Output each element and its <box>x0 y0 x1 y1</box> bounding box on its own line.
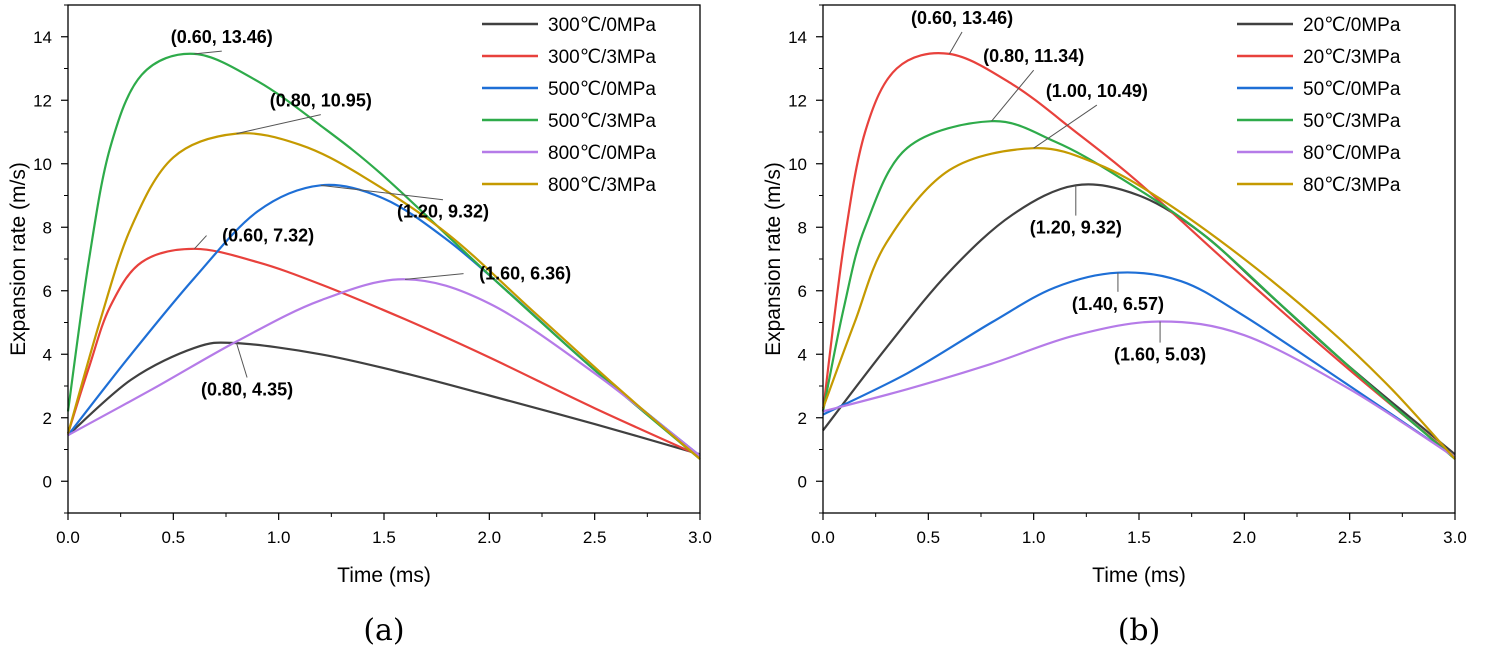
chart-a-annotation-label: (0.80, 10.95) <box>270 91 372 111</box>
chart-a-y-tick-label: 8 <box>43 218 52 237</box>
chart-a-series-line-0 <box>67 341 701 456</box>
chart-a-series-line-1 <box>66 247 701 457</box>
chart-b-series-line-1 <box>821 52 1456 459</box>
chart-a-annotation-leader <box>194 235 207 250</box>
chart-b-series-line-3 <box>821 120 1456 460</box>
chart-a-x-tick-label: 1.0 <box>267 528 291 547</box>
chart-b-caption: (b) <box>1118 613 1161 648</box>
chart-a-legend-label: 300℃/0MPa <box>548 15 656 36</box>
chart-b-y-tick-label: 2 <box>798 409 807 428</box>
chart-a-legend-label: 500℃/0MPa <box>548 79 656 100</box>
chart-b-legend-label: 50℃/3MPa <box>1303 111 1401 132</box>
chart-a-annotation-leader <box>236 114 321 135</box>
chart-a-x-tick-label: 3.0 <box>688 528 712 547</box>
chart-b-y-tick-label: 6 <box>798 282 807 301</box>
chart-b-annotation-label: (1.40, 6.57) <box>1072 294 1164 314</box>
chart-a-legend-label: 300℃/3MPa <box>548 47 656 68</box>
chart-a-annotation-label: (0.60, 7.32) <box>222 226 314 246</box>
chart-a-y-tick-label: 4 <box>43 345 52 364</box>
chart-a-y-tick-label: 10 <box>33 155 52 174</box>
chart-b-x-tick-label: 1.5 <box>1127 528 1151 547</box>
chart-a-x-tick-label: 0.5 <box>162 528 186 547</box>
chart-b-series-line-4 <box>822 320 1456 459</box>
chart-b-annotation-label: (1.00, 10.49) <box>1046 81 1148 101</box>
chart-b-annotation-label: (1.20, 9.32) <box>1030 218 1122 238</box>
chart-b-series-line-0 <box>822 183 1456 456</box>
chart-b-annotation-leader <box>948 31 963 55</box>
chart-b-annotation-label: (0.80, 11.34) <box>983 46 1084 66</box>
chart-panel-a: 0.0 0.5 1.0 1.5 2.0 2.5 3.0 0 2 4 6 8 10 12 14 Time (ms… <box>7 4 712 648</box>
chart-b-legend-label: 80℃/3MPa <box>1303 175 1401 196</box>
chart-b-y-tick-label: 0 <box>798 472 807 491</box>
chart-a-x-tick-label: 1.5 <box>372 528 396 547</box>
chart-a-x-tick-label: 2.0 <box>478 528 502 547</box>
chart-b-x-tick-label: 0.0 <box>811 528 835 547</box>
chart-a-annotation-label: (0.60, 13.46) <box>171 27 273 47</box>
chart-b-x-tick-label: 2.5 <box>1338 528 1362 547</box>
chart-b-annotation-label: (1.60, 5.03) <box>1114 345 1206 365</box>
chart-a-annotation-leader <box>194 50 222 55</box>
chart-a-series-line-5 <box>66 132 701 460</box>
chart-b-y-tick-label: 4 <box>798 345 807 364</box>
chart-a-annotation-label: (0.80, 4.35) <box>201 380 293 400</box>
chart-b-x-axis-title: Time (ms) <box>1092 564 1186 587</box>
chart-b-legend-label: 20℃/3MPa <box>1303 47 1401 68</box>
chart-b-annotation-label: (0.60, 13.46) <box>911 8 1013 28</box>
chart-b-x-tick-label: 2.0 <box>1233 528 1257 547</box>
chart-b-y-tick-label: 12 <box>788 91 807 110</box>
chart-b-legend-label: 20℃/0MPa <box>1303 15 1401 36</box>
chart-b-y-tick-label: 10 <box>788 155 807 174</box>
chart-b-x-tick-label: 3.0 <box>1443 528 1467 547</box>
chart-b-x-tick-label: 0.5 <box>917 528 941 547</box>
chart-a-annotation-label: (1.20, 9.32) <box>397 202 489 222</box>
chart-a-series-line-3 <box>66 52 701 460</box>
chart-b-y-tick-label: 8 <box>798 218 807 237</box>
chart-a-y-tick-label: 0 <box>43 472 52 491</box>
chart-panel-b: 0.0 0.5 1.0 1.5 2.0 2.5 3.0 0 2 4 6 8 10 12 14 Time (ms… <box>755 0 1510 654</box>
chart-b-series-line-2 <box>822 271 1456 459</box>
chart-a-caption: (a) <box>363 613 404 648</box>
chart-a-legend-label: 800℃/3MPa <box>548 175 656 196</box>
chart-a-annotation-leader <box>405 273 464 280</box>
chart-b-annotation-leader <box>991 69 1035 122</box>
chart-a-annotation-leader <box>236 342 248 378</box>
chart-a-y-tick-label: 12 <box>33 91 52 110</box>
chart-a-series-line-2 <box>67 183 701 457</box>
chart-a-annotation-leader <box>320 184 444 201</box>
chart-b-x-tick-label: 1.0 <box>1022 528 1046 547</box>
chart-a-x-tick-label: 0.0 <box>56 528 80 547</box>
chart-a-annotation-label: (1.60, 6.36) <box>479 264 571 284</box>
chart-b-annotation-leader <box>1033 104 1098 149</box>
chart-a-y-axis-title: Expansion rate (m/s) <box>7 162 30 356</box>
chart-b-y-axis-title: Expansion rate (m/s) <box>762 162 785 356</box>
chart-b-legend-label: 50℃/0MPa <box>1303 79 1401 100</box>
chart-b-legend-label: 80℃/0MPa <box>1303 143 1401 164</box>
chart-a-x-tick-label: 2.5 <box>583 528 607 547</box>
chart-a-y-tick-label: 2 <box>43 409 52 428</box>
chart-a-y-tick-label: 6 <box>43 282 52 301</box>
chart-a-series-line-4 <box>67 278 701 457</box>
chart-a-x-axis-title: Time (ms) <box>337 564 431 587</box>
chart-a-svg: 0.0 0.5 1.0 1.5 2.0 2.5 3.0 0 2 4 6 8 10 12 14 Time (ms… <box>7 4 712 648</box>
chart-b-series-line-5 <box>821 147 1456 460</box>
chart-a-legend-label: 800℃/0MPa <box>548 143 656 164</box>
chart-b-svg: 0.0 0.5 1.0 1.5 2.0 2.5 3.0 0 2 4 6 8 10 12 14 Time (ms… <box>762 4 1467 648</box>
chart-b-y-tick-label: 14 <box>788 28 807 47</box>
chart-a-legend-label: 500℃/3MPa <box>548 111 656 132</box>
chart-a-y-tick-label: 14 <box>33 28 52 47</box>
